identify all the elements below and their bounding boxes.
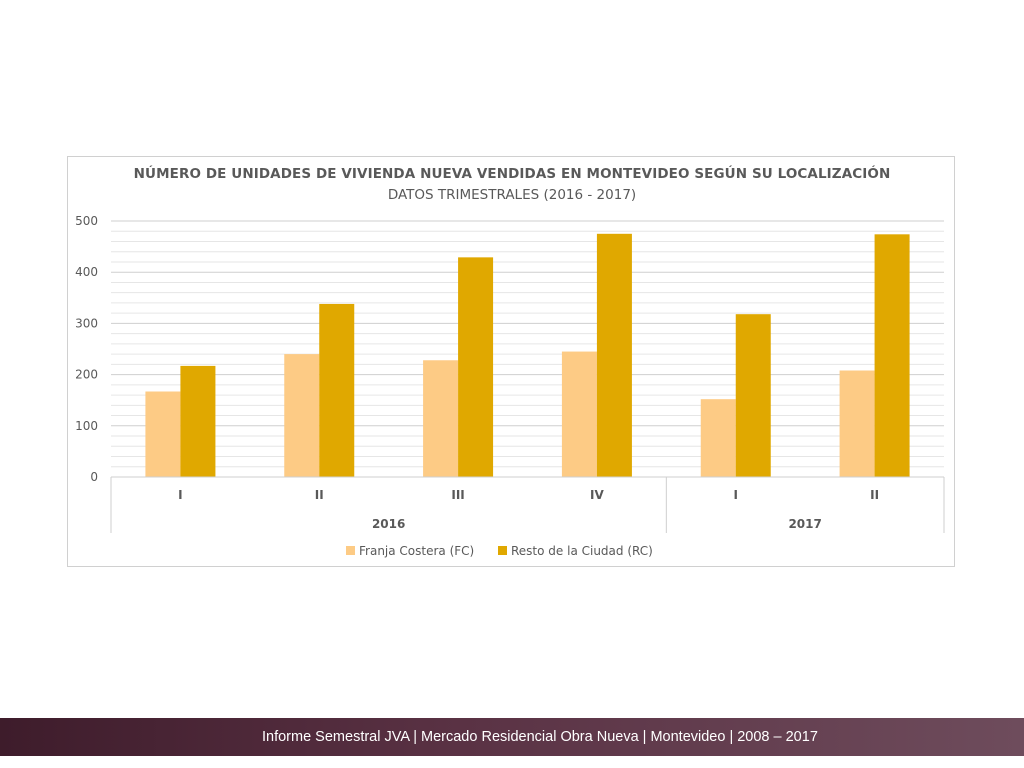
chart-container: NÚMERO DE UNIDADES DE VIVIENDA NUEVA VEN…: [67, 156, 955, 567]
chart-title: NÚMERO DE UNIDADES DE VIVIENDA NUEVA VEN…: [133, 166, 891, 182]
x-tick-label: III: [451, 488, 464, 502]
group-label: 2017: [788, 517, 821, 531]
y-tick-label: 0: [90, 470, 98, 484]
y-tick-label: 400: [75, 265, 98, 279]
group-label: 2016: [372, 517, 405, 531]
legend-label: Franja Costera (FC): [359, 544, 474, 558]
legend-label: Resto de la Ciudad (RC): [511, 544, 653, 558]
legend-swatch: [346, 546, 355, 555]
bar: [735, 314, 771, 477]
bar: [700, 399, 736, 477]
y-tick-label: 200: [75, 368, 98, 382]
bar: [180, 365, 216, 477]
bar: [145, 391, 181, 477]
x-tick-label: IV: [590, 488, 604, 502]
bar: [319, 303, 355, 477]
x-tick-label: II: [870, 488, 879, 502]
x-tick-label: I: [734, 488, 738, 502]
footer-bar: Informe Semestral JVA | Mercado Residenc…: [0, 718, 1024, 756]
footer-text: Informe Semestral JVA | Mercado Residenc…: [262, 729, 818, 745]
legend-swatch: [498, 546, 507, 555]
chart-subtitle: DATOS TRIMESTRALES (2016 - 2017): [387, 187, 637, 203]
bar: [561, 351, 597, 477]
bar: [423, 360, 459, 477]
bar: [874, 234, 910, 477]
y-tick-label: 500: [75, 214, 98, 228]
y-tick-label: 100: [75, 419, 98, 433]
bar: [284, 354, 320, 477]
x-tick-label: II: [315, 488, 324, 502]
y-tick-label: 300: [75, 316, 98, 330]
x-tick-label: I: [178, 488, 182, 502]
bar: [596, 233, 632, 477]
bar: [839, 370, 875, 477]
bar: [458, 257, 494, 477]
